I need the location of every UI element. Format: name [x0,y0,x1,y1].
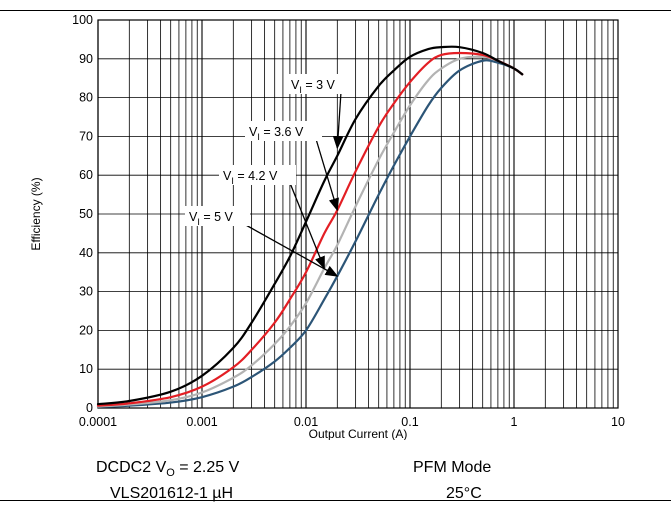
annotation-vi-3v-label: VI = 3 V [291,78,336,95]
annotation-vi-4-2v-label: VI = 4.2 V [223,169,278,186]
y-tick-label: 80 [79,91,93,105]
bottom-rule [0,500,671,501]
caption-dcdc2-sub: O [166,467,175,480]
x-tick-label: 0.1 [401,415,418,429]
y-axis-label: Efficiency (%) [29,177,43,250]
annotation-vi-5v-arrow [243,223,339,277]
caption-dcdc2-voltage: DCDC2 VO = 2.25 V [96,459,239,479]
series-line-vi-3-6v [96,51,524,407]
y-tick-label: 60 [79,168,93,182]
x-tick-label: 0.0001 [79,415,117,429]
x-axis-label: Output Current (A) [309,427,408,440]
x-tick-label: 0.01 [294,415,318,429]
y-tick-label: 40 [79,246,93,260]
annotation-vi-5v-label: VI = 5 V [189,210,234,227]
top-rule [0,10,671,11]
annotation-vi-3v-box [287,74,347,94]
annotation-vi-3-6v-box [245,121,322,141]
y-tick-label: 50 [79,207,93,221]
y-tick-label: 0 [86,401,93,415]
plot-frame [97,19,619,409]
x-tick-label: 0.001 [186,415,217,429]
x-tick-label: 10 [611,415,625,429]
annotation-vi-3-6v-label: VI = 3.6 V [249,125,304,142]
y-tick-label: 100 [72,13,93,27]
efficiency-chart: 0.0001 0.001 0.01 0.1 1 100102030405060708090… [29,13,625,440]
y-tick-label: 10 [79,362,93,376]
caption-dcdc2-suffix: = 2.25 V [174,459,240,476]
annotation-vi-4-2v-box [219,165,296,185]
y-tick-label: 70 [79,129,93,143]
annotation-vi-4-2v-arrow [289,182,325,270]
caption-temperature: 25°C [446,485,482,502]
caption-inductor: VLS201612-1 µH [110,485,234,502]
series-line-vi-5v [96,59,524,408]
series-line-vi-4-2v [96,55,524,408]
y-tick-label: 20 [79,323,93,337]
annotation-vi-3v-arrow [332,91,344,150]
annotation-vi-5v-box [185,206,250,226]
x-tick-label: 1 [511,415,518,429]
annotation-vi-3-6v-arrow [315,138,339,212]
caption-dcdc2-prefix: DCDC2 V [96,459,167,476]
series-line-vi-3v [96,45,524,406]
y-tick-label: 30 [79,285,93,299]
caption-pfm-mode: PFM Mode [413,459,492,476]
y-tick-label: 90 [79,52,93,66]
